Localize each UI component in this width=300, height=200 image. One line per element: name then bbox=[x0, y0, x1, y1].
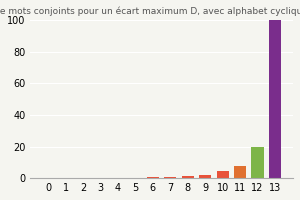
Bar bbox=[234, 166, 246, 178]
Bar bbox=[182, 176, 194, 178]
Bar bbox=[199, 175, 211, 178]
Bar bbox=[217, 171, 229, 178]
Bar bbox=[251, 147, 264, 178]
Title: Pourcentages de mots conjoints pour un écart maximum D, avec alphabet cyclique, : Pourcentages de mots conjoints pour un é… bbox=[0, 7, 300, 16]
Bar bbox=[147, 177, 159, 178]
Bar bbox=[269, 20, 281, 178]
Bar bbox=[164, 177, 176, 178]
